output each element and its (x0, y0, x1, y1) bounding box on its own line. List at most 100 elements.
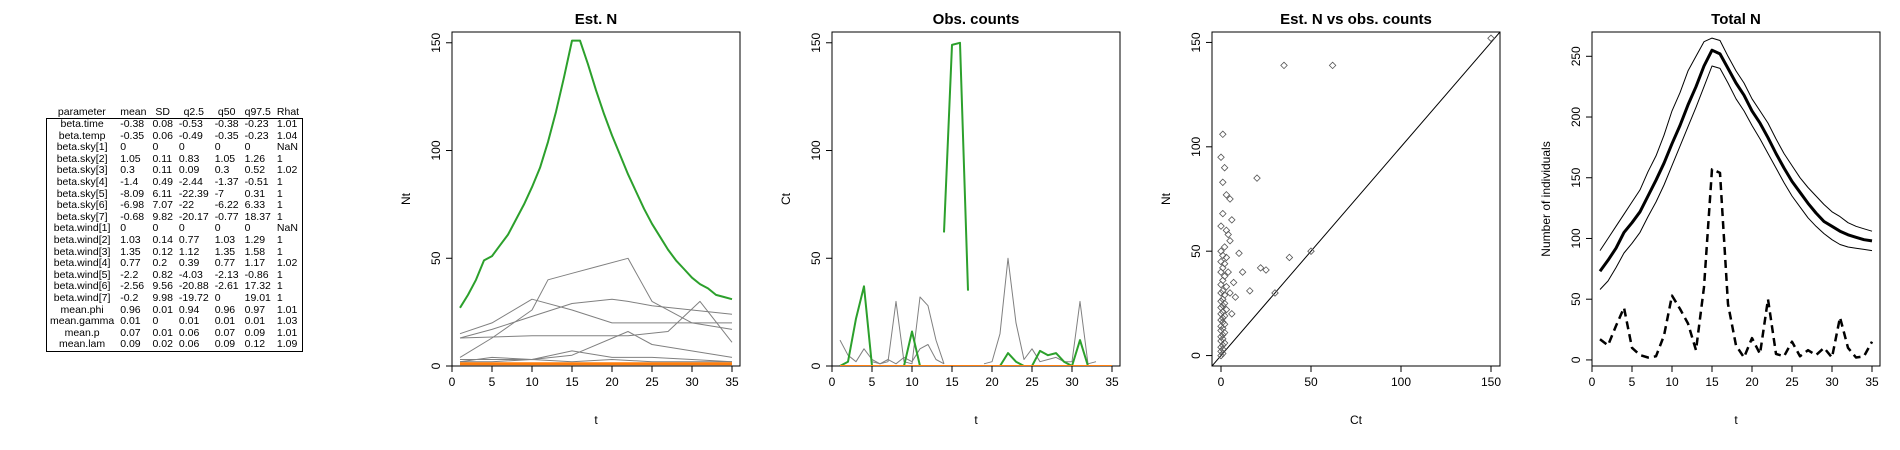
table-cell: -6.22 (214, 199, 239, 212)
table-cell: 0.39 (178, 257, 200, 270)
scatter-point (1285, 253, 1294, 262)
table-header-cell: Rhat (276, 106, 300, 118)
table-cell: 0.09 (178, 164, 200, 177)
table-cell: 0.3 (214, 164, 230, 177)
scatter-point (1217, 222, 1225, 230)
scatter-point (1262, 266, 1270, 274)
table-cell: 0.07 (120, 326, 141, 339)
table-header-cell: SD (155, 106, 170, 118)
table-row: beta.wind[7] -0.2 9.98 -19.72 0 19.01 1 (47, 291, 303, 305)
table-cell: 9.56 (152, 280, 173, 293)
x-tick-label: 5 (869, 375, 876, 389)
table-header-cell: mean (120, 106, 147, 118)
table-cell: 0.52 (244, 164, 266, 177)
series-line (459, 298, 733, 339)
chart-title: Obs. counts (933, 11, 1020, 28)
table-cell: 1.58 (244, 245, 266, 258)
series-line (992, 339, 1096, 366)
table-cell: 1.04 (276, 129, 298, 142)
table-cell: 1.17 (244, 257, 266, 270)
series-line (839, 285, 928, 366)
y-tick-label: 50 (429, 251, 443, 265)
scatter-point (1219, 130, 1227, 139)
table-cell: 0 (152, 222, 159, 235)
table-cell: 1.26 (244, 152, 266, 165)
table-cell: 0.82 (152, 268, 173, 281)
table-cell: -19.72 (178, 291, 209, 304)
scatter-point (1219, 209, 1227, 218)
table-cell: beta.sky[1] (56, 141, 108, 154)
table-cell: 0 (244, 222, 251, 235)
x-tick-label: 50 (1304, 375, 1318, 389)
scatter-point (1226, 236, 1234, 245)
x-tick-label: 20 (985, 375, 999, 389)
table-row: beta.temp -0.35 0.06 -0.49 -0.35 -0.23 1.04 (47, 129, 303, 143)
table-cell: 19.01 (244, 291, 271, 304)
table-cell: beta.sky[2] (56, 152, 108, 165)
x-tick-label: 15 (565, 375, 579, 389)
table-cell: NaN (276, 141, 298, 154)
table-cell: 1.29 (244, 233, 266, 246)
table-cell: -0.2 (120, 291, 139, 304)
x-tick-label: 35 (1865, 375, 1879, 389)
x-axis-label: Ct (1350, 413, 1363, 427)
x-tick-label: 25 (1025, 375, 1039, 389)
table-cell: 1.02 (276, 257, 298, 270)
scatter-point (1220, 163, 1229, 172)
table-cell: 0 (214, 141, 221, 154)
plot-marks (1212, 32, 1500, 366)
table-cell: 0.12 (244, 338, 266, 351)
table-cell: -2.56 (120, 280, 145, 293)
series-line (459, 257, 733, 358)
y-tick-label: 0 (809, 362, 823, 369)
est-n-plot: Est. N 0 5 10 15 20 25 30 35 0 50 100 150 t Nt (399, 11, 741, 427)
scatter-point (1217, 268, 1225, 276)
x-tick-label: 5 (489, 375, 496, 389)
table-cell: 0.96 (214, 303, 236, 316)
scatter-point (1217, 153, 1225, 162)
scatter-point (1328, 61, 1337, 70)
table-cell: 1.01 (276, 303, 298, 316)
table-cell: 1.05 (120, 152, 141, 165)
x-tick-label: 20 (1745, 375, 1759, 389)
table-cell: -0.35 (214, 129, 239, 142)
table-cell: 0.01 (152, 303, 173, 316)
x-tick-label: 35 (725, 375, 739, 389)
plot-frame (1211, 31, 1501, 367)
table-cell: 0.2 (152, 257, 168, 270)
x-axis-label: t (594, 413, 598, 427)
y-tick-label: 100 (1569, 228, 1583, 248)
table-cell: -2.13 (214, 268, 239, 281)
table-cell: -0.23 (244, 118, 269, 130)
table-cell: -22.39 (178, 187, 209, 200)
scatter-point (1487, 34, 1495, 43)
table-cell: 0.14 (152, 233, 173, 246)
scatter-point (1217, 351, 1225, 360)
table-cell: 0.77 (214, 257, 236, 270)
table-cell: 1.02 (276, 164, 298, 177)
x-tick-label: 15 (1705, 375, 1719, 389)
x-axis-label: t (974, 413, 978, 427)
table-cell: beta.temp (58, 129, 106, 142)
table-cell: 1.03 (214, 233, 236, 246)
table-cell: 1 (276, 280, 283, 293)
y-axis-label: Nt (1159, 192, 1173, 205)
obs-counts-plot: Obs. counts 0 5 10 15 20 25 30 35 0 50 100 150 t Ct (779, 11, 1121, 427)
table-row: beta.sky[1] 0 0 0 0 0 NaN (47, 142, 303, 154)
table-cell: 0 (152, 141, 159, 154)
table-cell: 0.01 (214, 315, 236, 328)
table-cell: 0.02 (152, 338, 173, 351)
table-cell: 1.05 (214, 152, 236, 165)
scatter-point (1253, 174, 1261, 182)
series-line (1599, 65, 1873, 290)
table-cell: -22 (178, 199, 195, 212)
table-cell: 0.01 (244, 315, 266, 328)
x-tick-label: 5 (1629, 375, 1636, 389)
y-axis-label: Nt (399, 192, 413, 205)
chart-title: Est. N vs obs. counts (1280, 11, 1432, 28)
table-cell: -1.4 (120, 175, 139, 188)
scatter-point (1217, 289, 1225, 297)
series-line (459, 298, 732, 335)
table-cell: 0.09 (244, 326, 266, 339)
table-cell: mean.gamma (50, 315, 115, 328)
